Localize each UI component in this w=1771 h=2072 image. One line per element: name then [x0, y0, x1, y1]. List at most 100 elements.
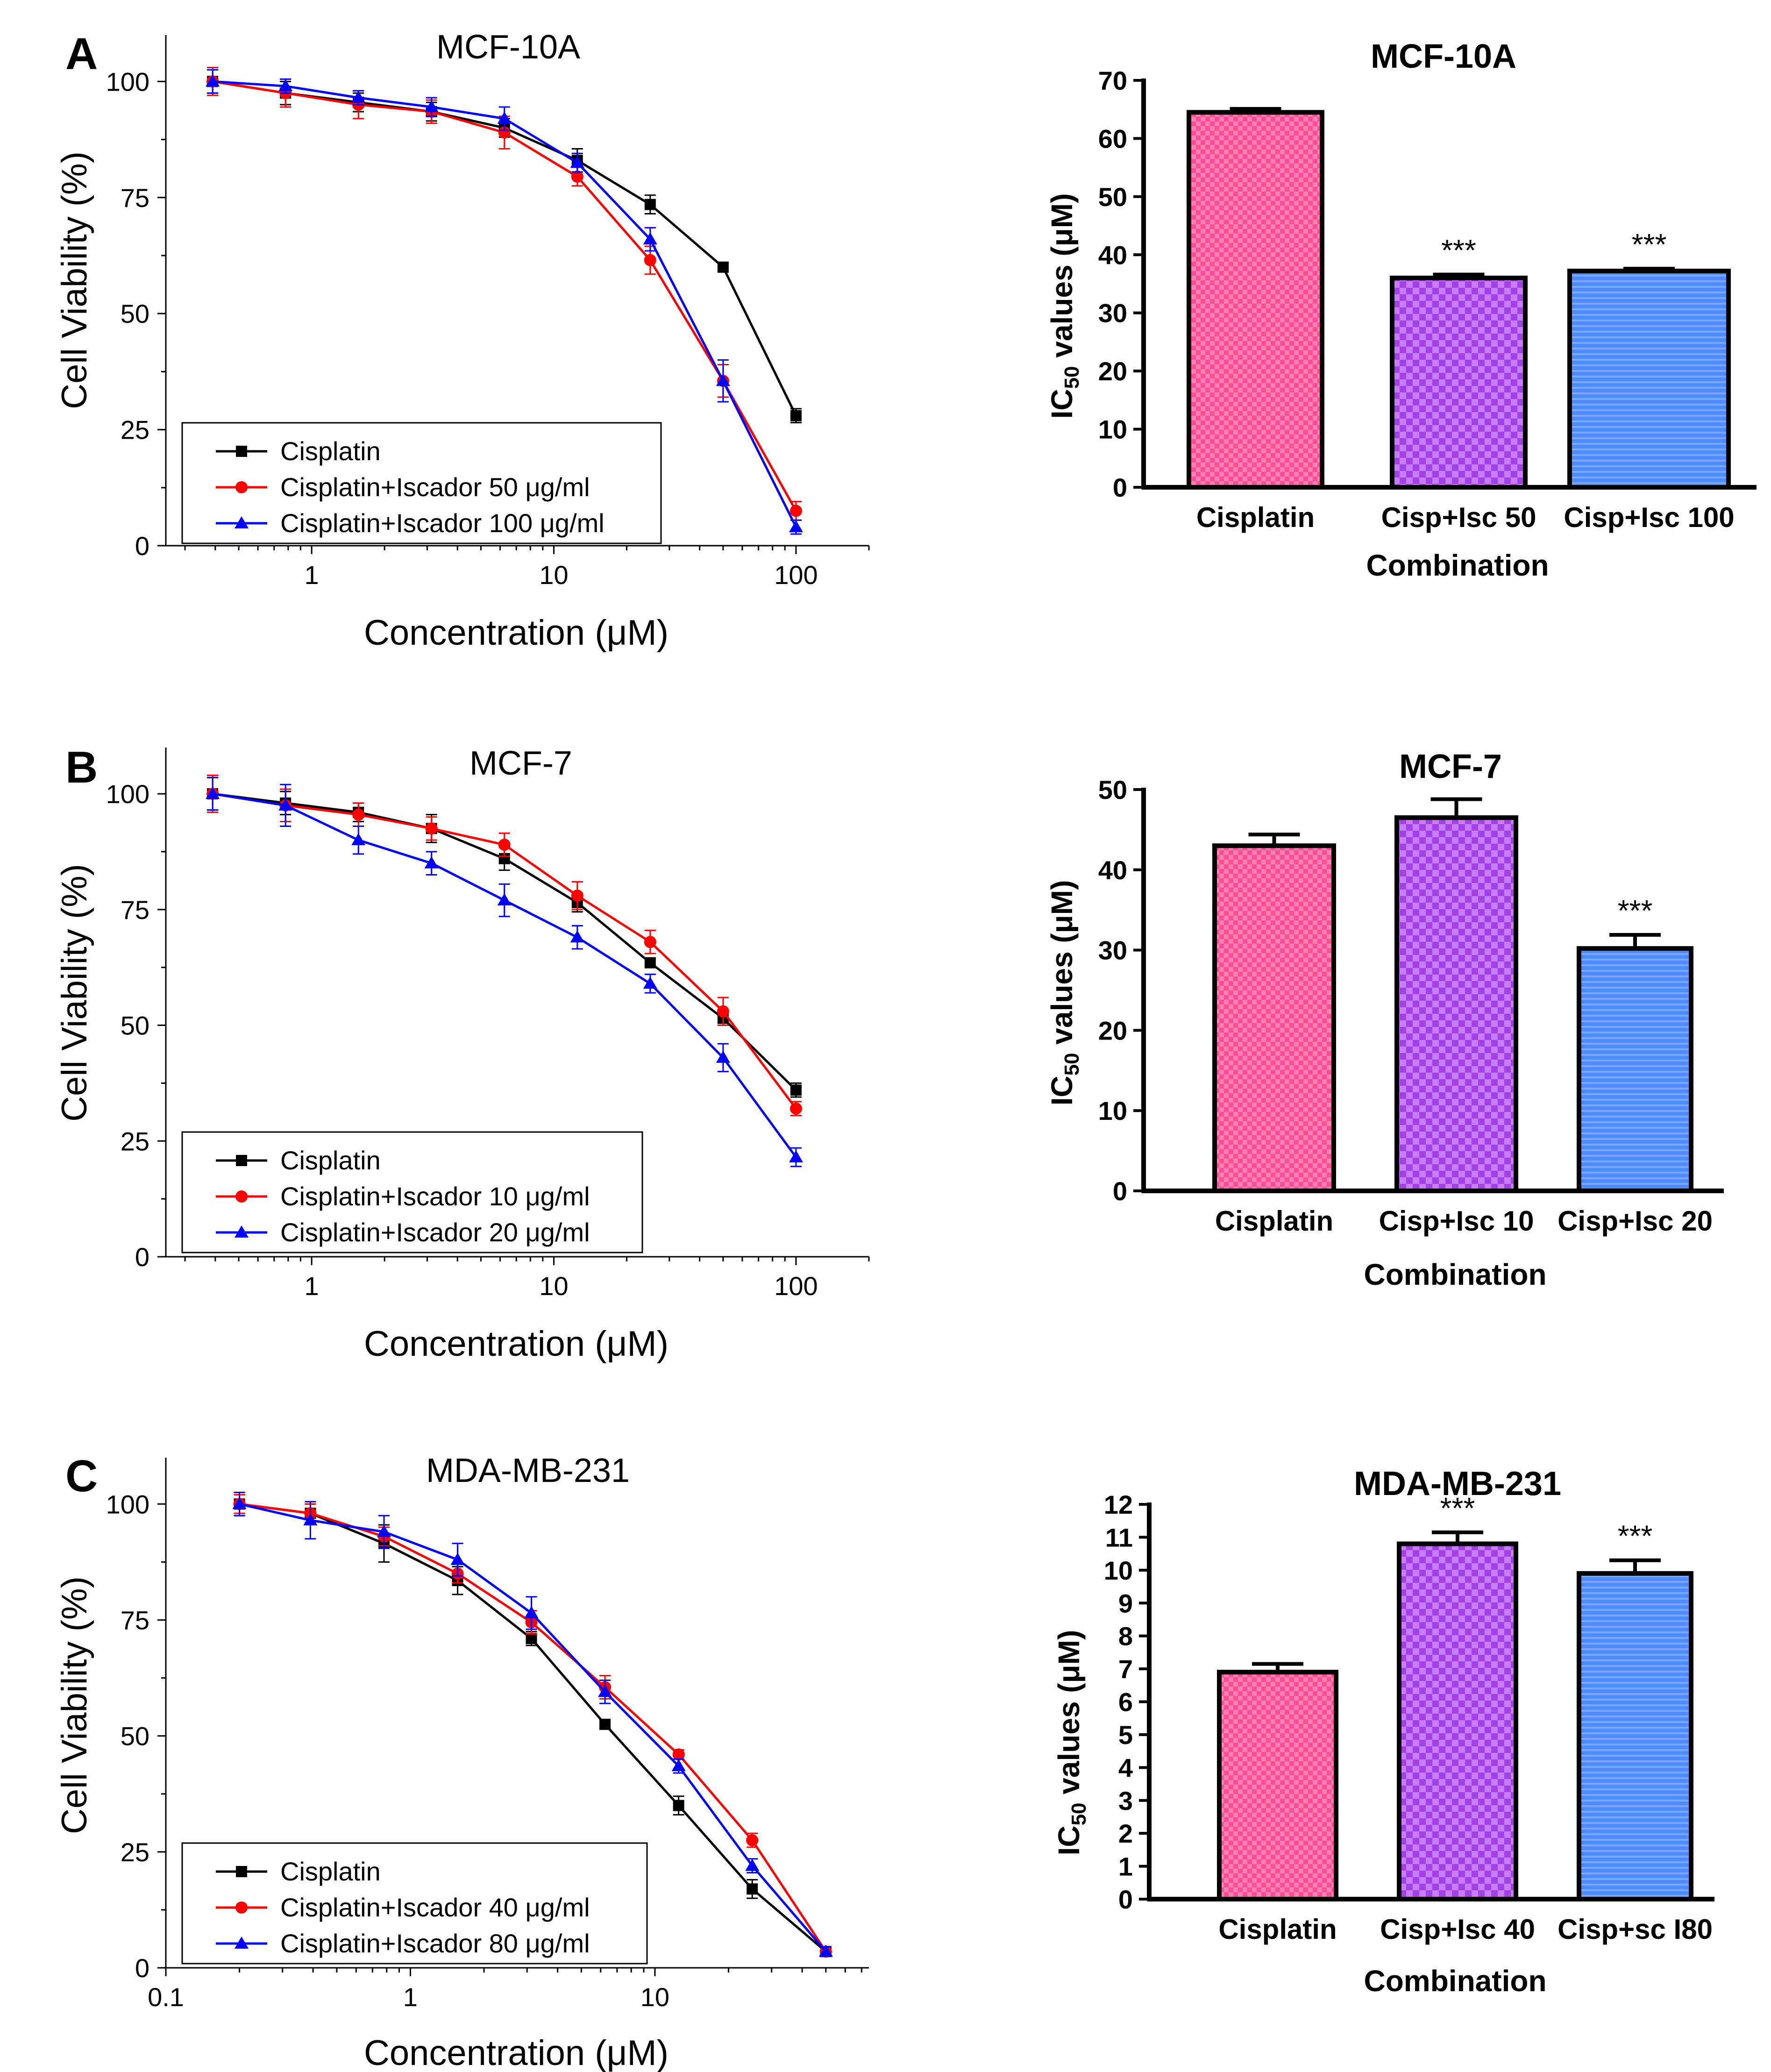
bar-x-label-c-0: Cisplatin — [1218, 1914, 1337, 1945]
panel-label-b: B — [65, 742, 98, 792]
data-point-c-2-4 — [524, 1606, 539, 1618]
bar-a-1 — [1390, 276, 1528, 490]
x-tick-label-b-0: 1 — [305, 1271, 319, 1301]
bar-y-tick-label-a-5: 50 — [1098, 182, 1127, 212]
line-plot-c — [165, 1458, 869, 1969]
bar-plot-b: *** — [1141, 788, 1724, 1193]
x-tick-label-c-0: 0.1 — [148, 1982, 184, 2012]
bar-y-ticks-a: 0 10 20 30 40 50 60 70 — [1098, 66, 1144, 502]
bar-error-b-1 — [1430, 797, 1482, 818]
legend-label-a-0: Cisplatin — [280, 436, 381, 466]
bar-y-axis-label-c: IC50 values (μM) — [1052, 1630, 1090, 1856]
x-tick-label-a-0: 1 — [305, 560, 319, 590]
y-tick-label-b-1: 25 — [121, 1126, 149, 1156]
y-ticks-c: 0 25 50 75 100 — [106, 1489, 166, 1983]
data-point-a-2-8 — [789, 520, 803, 533]
legend-label-b-2: Cisplatin+Iscador 20 μg/ml — [280, 1218, 590, 1247]
bar-ylabel-rest-a: values (μM) — [1045, 193, 1079, 366]
data-point-c-0-7 — [747, 1883, 758, 1895]
x-ticks-b: 1 10 100 — [184, 1257, 870, 1301]
y-tick-label-a-1: 25 — [121, 415, 149, 445]
x-tick-label-c-2: 10 — [640, 1982, 669, 2012]
x-tick-label-a-2: 100 — [774, 560, 818, 590]
legend-label-c-0: Cisplatin — [280, 1857, 381, 1886]
bar-title-a: MCF-10A — [1371, 38, 1516, 75]
bar-x-labels-c: Cisplatin Cisp+Isc 40 Cisp+sc I80 — [1218, 1914, 1713, 1945]
y-tick-label-b-3: 75 — [121, 895, 149, 925]
x-tick-label-b-2: 100 — [774, 1271, 818, 1301]
data-point-a-0-8 — [790, 410, 802, 421]
legend-b: Cisplatin Cisplatin+Iscador 10 μg/ml Cis… — [181, 1131, 643, 1253]
bar-x-label-c-2: Cisp+sc I80 — [1558, 1914, 1713, 1945]
y-axis-label-c: Cell Viability (%) — [55, 1576, 94, 1834]
legend-marker-c-2 — [235, 1937, 249, 1949]
line-title-a: MCF-10A — [436, 28, 580, 66]
data-point-a-0-6 — [644, 199, 656, 210]
line-chart-c: MDA-MB-231 0 25 50 75 100 0.1 1 10 Cell Viabil… — [55, 1452, 869, 2072]
data-point-b-2-6 — [643, 976, 657, 989]
bar-ylabel-sub-c: 50 — [1067, 1802, 1090, 1825]
bar-significance-a-1: *** — [1441, 234, 1476, 267]
data-point-b-2-0 — [206, 787, 220, 799]
data-point-c-2-1 — [303, 1513, 318, 1526]
legend-marker-b-1 — [235, 1190, 248, 1203]
data-point-a-2-1 — [278, 79, 293, 92]
data-point-a-2-4 — [497, 111, 512, 124]
bar-b-0 — [1212, 843, 1336, 1193]
panel-label-a: A — [65, 29, 98, 79]
data-point-c-2-7 — [745, 1858, 760, 1871]
data-point-b-2-8 — [789, 1150, 803, 1162]
data-point-a-2-7 — [716, 374, 730, 386]
x-tick-label-a-1: 10 — [539, 560, 568, 590]
data-point-c-2-5 — [598, 1685, 612, 1697]
data-point-b-1-5 — [571, 890, 583, 902]
line-title-b: MCF-7 — [469, 745, 572, 782]
data-point-a-1-5 — [571, 171, 583, 183]
legend-marker-b-0 — [236, 1155, 247, 1166]
data-point-b-2-2 — [351, 833, 366, 846]
line-chart-b: MCF-7 0 25 50 75 100 1 10 100 Cell Viability (… — [55, 745, 870, 1364]
bar-y-tick-label-c-0: 0 — [1118, 1885, 1133, 1914]
line-title-c: MDA-MB-231 — [426, 1452, 630, 1489]
data-point-a-0-7 — [717, 261, 729, 273]
bar-ylabel-rest-b: values (μM) — [1045, 880, 1079, 1053]
legend-c: Cisplatin Cisplatin+Iscador 40 μg/ml Cis… — [181, 1842, 648, 1965]
line-plot-b — [165, 748, 869, 1258]
panel-label-c: C — [65, 1451, 98, 1501]
data-point-b-0-6 — [644, 957, 656, 968]
bar-chart-a: MCF-10A *** *** 0 10 20 30 40 50 60 70 Cisplatin… — [1045, 38, 1757, 582]
y-tick-label-c-0: 0 — [135, 1953, 149, 1983]
data-point-c-2-8 — [818, 1944, 833, 1957]
legend-label-c-1: Cisplatin+Iscador 40 μg/ml — [280, 1893, 590, 1922]
data-point-b-2-7 — [716, 1050, 730, 1063]
data-point-a-2-0 — [206, 74, 220, 87]
legend-marker-a-1 — [235, 481, 248, 493]
y-tick-label-b-2: 50 — [121, 1011, 149, 1040]
bar-c-1 — [1397, 1541, 1518, 1901]
bar-y-tick-label-c-10: 10 — [1104, 1556, 1133, 1585]
bar-y-tick-label-b-3: 30 — [1098, 936, 1127, 965]
bar-y-ticks-b: 0 10 20 30 40 50 — [1098, 775, 1144, 1206]
x-axis-label-b: Concentration (μM) — [364, 1324, 669, 1364]
x-tick-label-b-1: 10 — [539, 1271, 568, 1301]
data-point-b-1-2 — [352, 808, 365, 821]
bar-y-tick-label-a-4: 40 — [1098, 240, 1127, 270]
data-point-b-1-6 — [644, 936, 656, 948]
bar-y-tick-label-c-5: 5 — [1118, 1720, 1133, 1750]
data-point-a-2-2 — [351, 91, 366, 103]
bar-y-tick-label-a-0: 0 — [1113, 473, 1127, 502]
bar-y-tick-label-c-12: 12 — [1104, 1490, 1133, 1519]
legend-a: Cisplatin Cisplatin+Iscador 50 μg/ml Cis… — [181, 422, 662, 544]
data-point-b-2-3 — [424, 856, 439, 869]
bar-ylabel-main-c: IC — [1052, 1825, 1086, 1855]
bar-y-tick-label-c-6: 6 — [1118, 1688, 1133, 1717]
bar-y-tick-label-c-4: 4 — [1118, 1753, 1133, 1782]
bar-title-b: MCF-7 — [1399, 748, 1502, 785]
x-tick-label-c-1: 1 — [403, 1982, 418, 2012]
bar-x-axis-label-a: Combination — [1366, 548, 1549, 582]
legend-marker-b-2 — [235, 1225, 249, 1238]
bar-title-c: MDA-MB-231 — [1354, 1465, 1561, 1502]
bar-plot-c: *** *** — [1147, 1491, 1714, 1901]
line-plot-a — [165, 35, 869, 547]
